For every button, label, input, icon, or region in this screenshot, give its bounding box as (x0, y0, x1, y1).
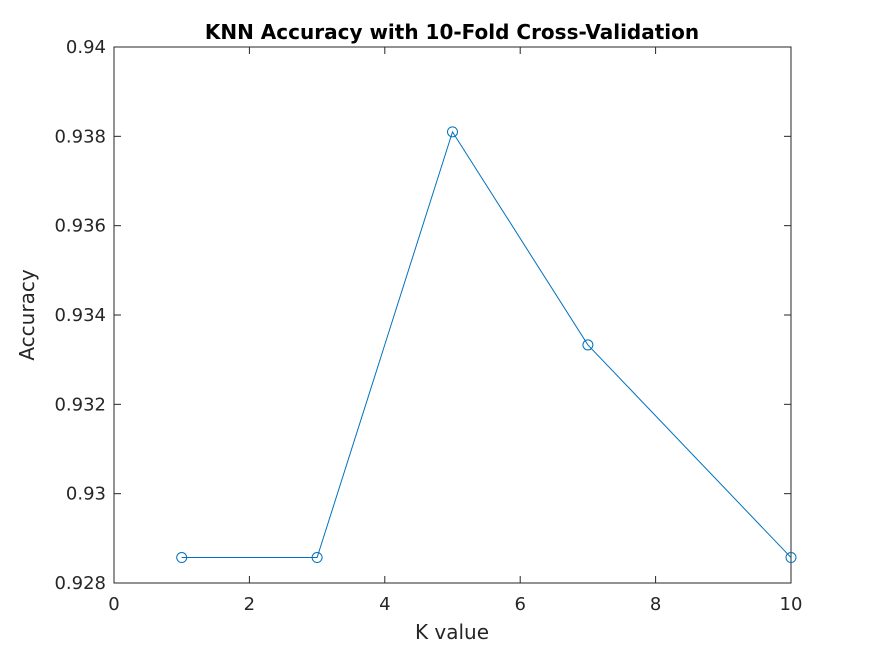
y-tick-label: 0.936 (54, 216, 106, 237)
data-point-marker (447, 126, 458, 138)
x-tick-label: 4 (379, 594, 390, 615)
x-axis-label: K value (415, 620, 489, 644)
data-point-marker (785, 552, 797, 564)
data-point-marker (176, 552, 188, 564)
data-point-marker (311, 552, 323, 564)
y-axis-label: Accuracy (15, 269, 39, 360)
x-tick-label: 8 (650, 594, 661, 615)
y-tick-label: 0.934 (54, 305, 106, 326)
axes-box (113, 46, 792, 584)
y-tick-label: 0.928 (54, 573, 106, 594)
x-tick-label: 2 (244, 594, 255, 615)
y-tick-label: 0.93 (66, 484, 106, 505)
series-line (181, 130, 792, 559)
y-tick-label: 0.94 (66, 37, 106, 58)
y-tick-label: 0.938 (54, 126, 106, 147)
y-tick-label: 0.932 (54, 394, 106, 415)
x-tick-label: 6 (514, 594, 525, 615)
plot-area: 0 2 4 6 8 10 0.928 0.93 0.932 0.934 0.936 0.938 0.94 (54, 37, 802, 615)
x-tick-label: 10 (780, 594, 803, 615)
chart-title: KNN Accuracy with 10-Fold Cross-Validati… (205, 20, 699, 44)
x-tick-label: 0 (108, 594, 119, 615)
data-point-marker (582, 339, 594, 351)
